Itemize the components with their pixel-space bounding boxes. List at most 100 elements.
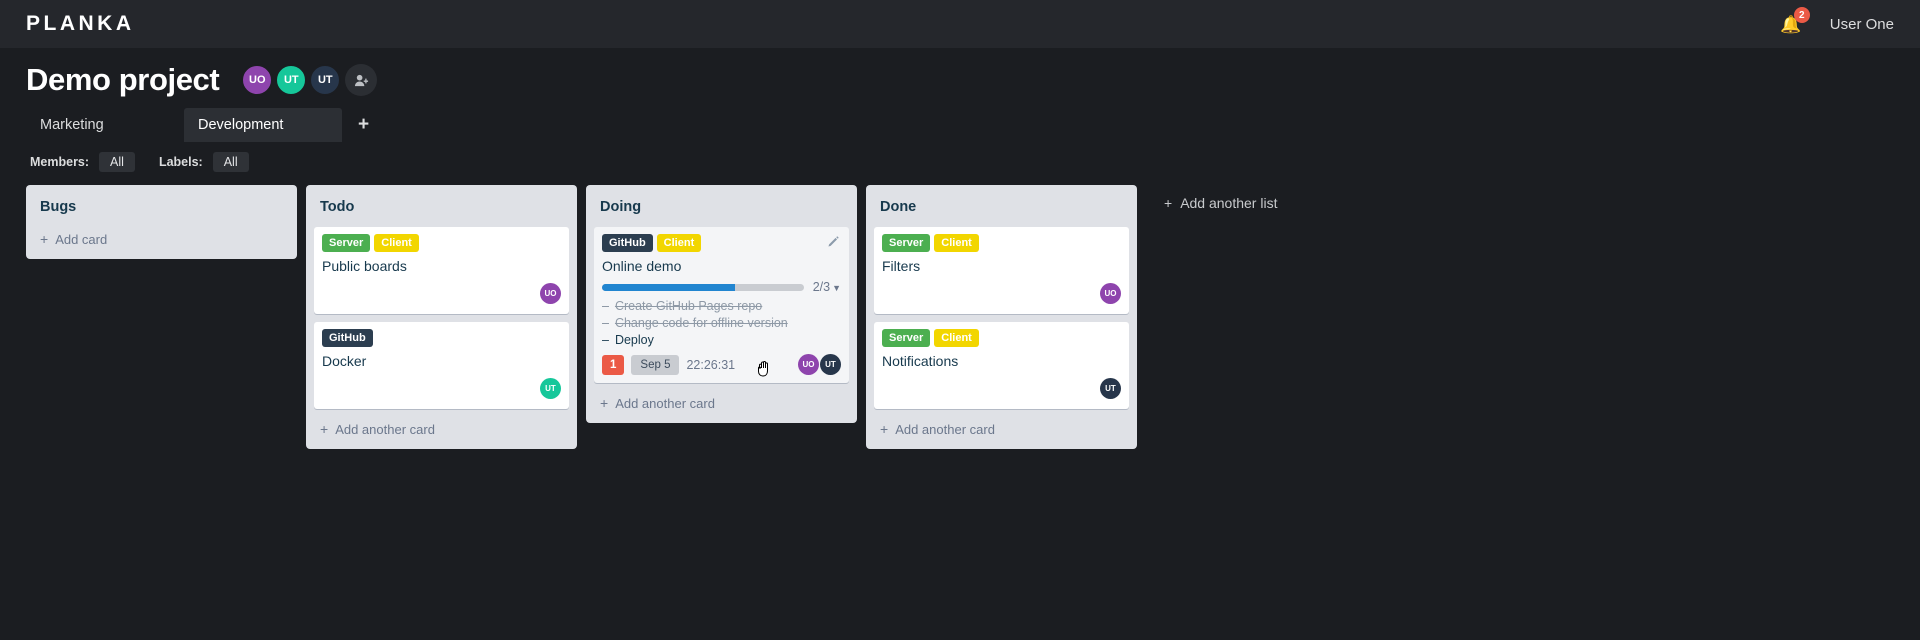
card-members: UO UT <box>798 354 841 375</box>
card-labels: Server Client <box>882 329 1121 347</box>
card-members: UT <box>540 377 561 399</box>
card-footer: 1 Sep 5 22:26:31 UO UT <box>602 354 841 375</box>
add-member-icon[interactable] <box>345 64 378 96</box>
avatar[interactable]: UO <box>241 64 274 96</box>
card[interactable]: Server Client Filters UO <box>874 227 1129 314</box>
labels-filter-value[interactable]: All <box>212 152 249 172</box>
checklist-item-label: Change code for offline version <box>614 316 788 330</box>
board-tabs: Marketing Development + <box>0 98 1920 142</box>
label-server[interactable]: Server <box>882 234 931 252</box>
card-footer: UT <box>322 375 561 401</box>
card-title: Public boards <box>322 258 407 274</box>
card-footer: UO <box>322 280 561 306</box>
card[interactable]: Server Client Public boards UO <box>314 227 569 314</box>
card-labels: GitHub Client <box>602 234 841 252</box>
card[interactable]: Server Client Notifications UT <box>874 322 1129 409</box>
add-card-button[interactable]: + Add another card <box>594 391 849 423</box>
card-title: Notifications <box>882 353 959 369</box>
checklist-item-label: Deploy <box>614 333 654 347</box>
card-footer: UT <box>882 375 1121 401</box>
checklist-item[interactable]: – Deploy <box>602 332 841 349</box>
notification-badge: 2 <box>1793 7 1810 23</box>
add-card-button[interactable]: + Add card <box>34 227 289 259</box>
labels-filter-label: Labels: <box>158 155 203 169</box>
members-filter-value[interactable]: All <box>99 152 135 172</box>
add-list-button[interactable]: + Add another list <box>1160 185 1281 221</box>
notifications-button[interactable]: 🔔 2 <box>1778 7 1810 37</box>
list-title[interactable]: Todo <box>320 199 355 215</box>
add-card-label: Add another card <box>615 395 715 411</box>
list-title[interactable]: Done <box>880 199 917 215</box>
checklist-progress: 2/3 ▼ <box>602 280 841 294</box>
card[interactable]: GitHub Docker UT <box>314 322 569 409</box>
page-title[interactable]: Demo project <box>26 62 220 97</box>
plus-icon: + <box>320 421 329 437</box>
label-server[interactable]: Server <box>322 234 371 252</box>
due-date-badge[interactable]: Sep 5 <box>631 354 680 375</box>
plus-icon: + <box>600 395 609 411</box>
notification-count-badge: 1 <box>602 354 625 375</box>
label-client[interactable]: Client <box>656 234 702 252</box>
tab-label: Marketing <box>40 117 104 133</box>
label-client[interactable]: Client <box>374 234 419 252</box>
list-bugs: Bugs + Add card <box>26 185 297 259</box>
list-title[interactable]: Bugs <box>40 199 77 215</box>
label-client[interactable]: Client <box>934 329 979 347</box>
checklist-item[interactable]: – Create GitHub Pages repo <box>602 298 841 315</box>
card-title: Filters <box>882 258 921 274</box>
label-github[interactable]: GitHub <box>322 329 373 347</box>
timer-badge[interactable]: 22:26:31 <box>686 357 736 372</box>
members-filter-label: Members: <box>30 155 90 169</box>
card-title: Online demo <box>602 258 682 274</box>
avatar[interactable]: UT <box>540 377 561 399</box>
avatar[interactable]: UO <box>798 354 819 375</box>
plus-icon: + <box>40 231 49 247</box>
card[interactable]: GitHub Client Online demo 2/3 ▼ – Create GitHu… <box>594 227 849 383</box>
card-members: UO <box>1100 282 1121 304</box>
dash-icon: – <box>602 299 609 313</box>
filter-bar: Members: All Labels: All <box>0 142 1920 172</box>
card-members: UT <box>1100 377 1121 399</box>
progress-count[interactable]: 2/3 ▼ <box>812 280 841 294</box>
card-footer: UO <box>882 280 1121 306</box>
add-card-label: Add card <box>55 231 108 247</box>
checklist-item[interactable]: – Change code for offline version <box>602 315 841 332</box>
board-lists: Bugs + Add card Todo Server Client Public boar… <box>0 172 1920 449</box>
project-header: Demo project UO UT UT <box>0 48 1920 98</box>
add-list-label: Add another list <box>1180 195 1278 211</box>
pencil-icon[interactable] <box>828 235 840 250</box>
list-done: Done Server Client Filters UO Server Client Not… <box>866 185 1137 449</box>
progress-bar <box>602 283 804 291</box>
label-client[interactable]: Client <box>934 234 979 252</box>
app-logo[interactable]: PLANKA <box>26 12 135 35</box>
card-labels: Server Client <box>322 234 561 252</box>
add-card-label: Add another card <box>335 421 435 437</box>
add-card-button[interactable]: + Add another card <box>874 417 1129 449</box>
list-doing: Doing GitHub Client Online demo 2/3 ▼ – Create … <box>586 185 857 423</box>
avatar[interactable]: UO <box>1100 282 1121 304</box>
plus-icon: + <box>1164 195 1173 211</box>
avatar[interactable]: UT <box>275 64 308 96</box>
avatar[interactable]: UT <box>820 354 841 375</box>
add-card-button[interactable]: + Add another card <box>314 417 569 449</box>
tab-marketing[interactable]: Marketing <box>26 108 184 142</box>
tab-development[interactable]: Development <box>184 108 342 142</box>
tab-label: Development <box>198 117 284 133</box>
checklist-item-label: Create GitHub Pages repo <box>614 299 763 313</box>
card-labels: GitHub <box>322 329 561 347</box>
label-github[interactable]: GitHub <box>602 234 653 252</box>
add-board-button[interactable]: + <box>358 114 370 135</box>
card-title: Docker <box>322 353 367 369</box>
avatar[interactable]: UO <box>540 282 561 304</box>
add-card-label: Add another card <box>895 421 995 437</box>
label-server[interactable]: Server <box>882 329 931 347</box>
dash-icon: – <box>602 333 609 347</box>
project-members: UO UT UT <box>241 64 378 96</box>
chevron-down-icon[interactable]: ▼ <box>832 283 841 293</box>
avatar[interactable]: UT <box>1100 377 1121 399</box>
avatar[interactable]: UT <box>309 64 342 96</box>
card-labels: Server Client <box>882 234 1121 252</box>
list-title[interactable]: Doing <box>600 199 642 215</box>
navbar-right-group: 🔔 2 User One <box>1778 7 1894 37</box>
user-menu[interactable]: User One <box>1829 15 1894 33</box>
